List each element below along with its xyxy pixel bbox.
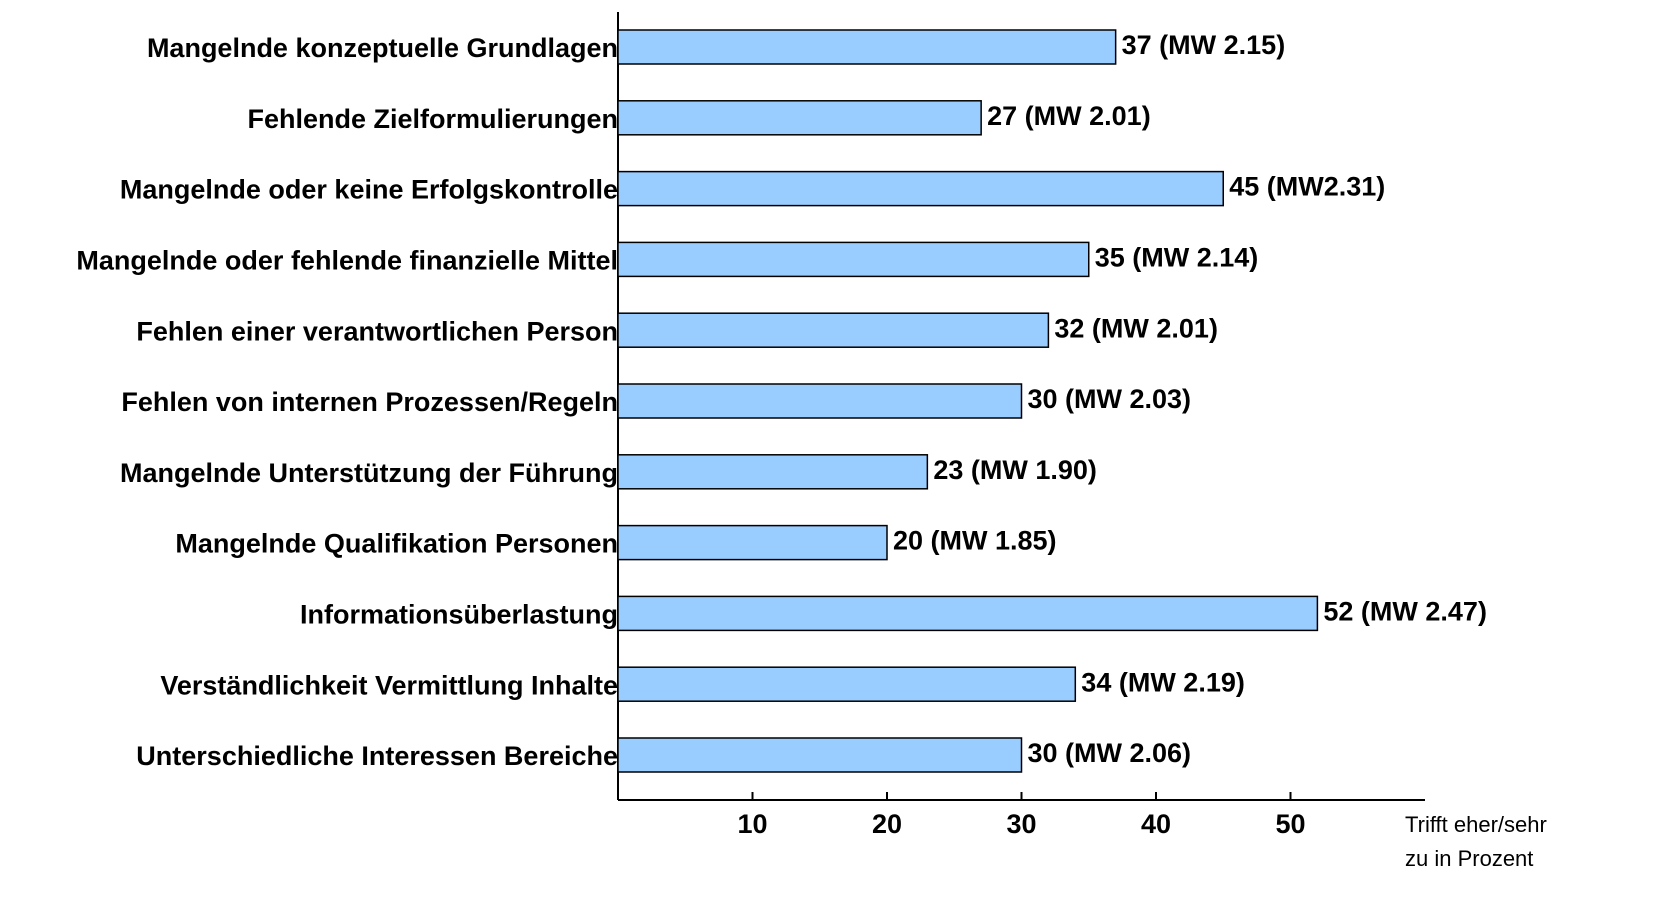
x-axis-label: zu in Prozent xyxy=(1405,846,1533,871)
value-label: 34 (MW 2.19) xyxy=(1081,667,1245,697)
bar xyxy=(617,666,1077,702)
y-tick-label: Mangelnde konzeptuelle Grundlagen xyxy=(147,33,618,63)
value-label: 20 (MW 1.85) xyxy=(893,526,1057,556)
bar xyxy=(617,383,1023,419)
value-label: 37 (MW 2.15) xyxy=(1122,30,1286,60)
x-tick-label: 40 xyxy=(1141,809,1171,839)
y-tick-label: Fehlen einer verantwortlichen Person xyxy=(136,316,618,346)
value-label: 27 (MW 2.01) xyxy=(987,101,1151,131)
bar xyxy=(617,241,1090,278)
bar xyxy=(617,454,929,490)
value-label: 23 (MW 1.90) xyxy=(933,455,1097,485)
value-label: 35 (MW 2.14) xyxy=(1095,243,1259,273)
y-tick-label: Mangelnde Qualifikation Personen xyxy=(175,529,618,559)
y-tick-label: Mangelnde oder fehlende finanzielle Mitt… xyxy=(76,246,618,276)
bar xyxy=(617,737,1023,773)
y-tick-label: Fehlen von internen Prozessen/Regeln xyxy=(121,387,618,417)
bar xyxy=(617,29,1117,65)
value-label: 32 (MW 2.01) xyxy=(1054,313,1218,343)
y-tick-label: Verständlichkeit Vermittlung Inhalte xyxy=(160,670,618,700)
y-tick-label: Unterschiedliche Interessen Bereiche xyxy=(136,741,618,771)
bar xyxy=(617,170,1224,207)
y-tick-label: Mangelnde Unterstützung der Führung xyxy=(120,458,618,488)
value-label: 52 (MW 2.47) xyxy=(1323,597,1487,627)
x-tick-label: 20 xyxy=(872,809,902,839)
bar xyxy=(617,100,982,136)
x-tick-label: 30 xyxy=(1006,809,1036,839)
x-tick-label: 10 xyxy=(737,809,767,839)
y-tick-label: Fehlende Zielformulierungen xyxy=(247,104,618,134)
bar xyxy=(617,524,888,561)
value-label: 45 (MW2.31) xyxy=(1229,172,1385,202)
x-axis-label: Trifft eher/sehr xyxy=(1405,812,1547,837)
bar xyxy=(617,595,1319,632)
y-tick-label: Informationsüberlastung xyxy=(300,600,618,630)
x-tick-label: 50 xyxy=(1275,809,1305,839)
value-label: 30 (MW 2.06) xyxy=(1028,738,1192,768)
bar xyxy=(617,312,1050,348)
y-tick-label: Mangelnde oder keine Erfolgskontrolle xyxy=(120,175,618,205)
value-label: 30 (MW 2.03) xyxy=(1028,384,1192,414)
